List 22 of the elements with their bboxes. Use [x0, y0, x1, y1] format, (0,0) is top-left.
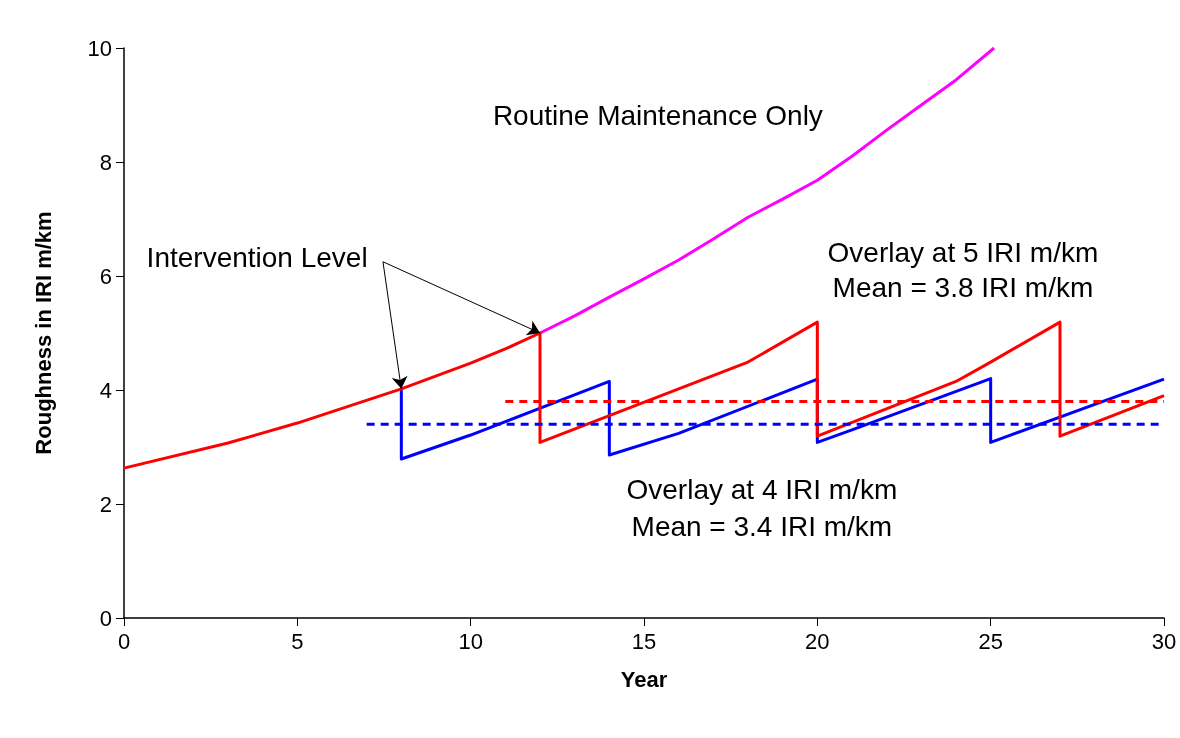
y-tick-label: 4 — [99, 377, 112, 403]
x-tick-label: 15 — [631, 628, 657, 654]
series-label: Routine Maintenance Only — [492, 99, 823, 131]
series-label: Overlay at 4 IRI m/km — [626, 474, 898, 506]
x-tick-label: 0 — [117, 628, 131, 654]
y-tick-label: 10 — [87, 35, 112, 61]
x-axis-title: Year — [620, 666, 668, 692]
y-tick-label: 8 — [99, 149, 112, 175]
x-tick-label: 25 — [978, 628, 1003, 654]
y-tick-label: 2 — [99, 491, 112, 517]
x-tick-label: 5 — [291, 628, 304, 654]
x-tick-label: 10 — [458, 628, 483, 654]
y-tick-label: 0 — [99, 605, 112, 631]
annotation: Mean = 3.8 IRI m/km — [832, 272, 1094, 304]
x-tick-label: 20 — [805, 628, 830, 654]
x-tick-label: 30 — [1151, 628, 1177, 654]
line-series — [122, 320, 1166, 470]
y-tick-label: 6 — [99, 263, 112, 289]
annotation: Mean = 3.4 IRI m/km — [631, 511, 893, 543]
annotation: Intervention Level — [146, 241, 368, 273]
y-axis-title: Roughness in IRI m/km — [30, 211, 56, 455]
series-label: Overlay at 5 IRI m/km — [827, 236, 1099, 268]
